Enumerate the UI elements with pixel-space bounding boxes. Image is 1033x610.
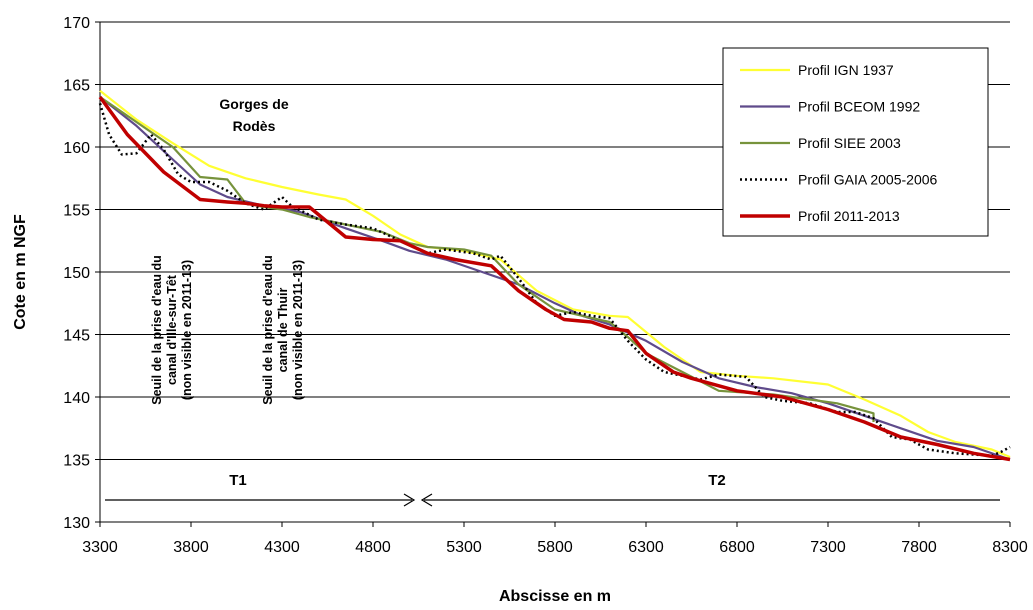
annotation-gorges-line-1: Gorges de [219,96,288,112]
x-tick-label: 5300 [446,539,482,556]
legend-label-4: Profil 2011-2013 [798,208,900,224]
x-tick-label: 5800 [537,539,573,556]
t2-arrow-head [420,493,433,507]
y-tick-label: 145 [63,328,90,345]
annotation-seuil-thuir-line-2: canal de Thuir [276,287,290,372]
legend-label-1: Profil BCEOM 1992 [798,99,920,115]
x-tick-label: 7300 [810,539,846,556]
annotation-seuil-thuir-line-3: (non visible en 2011-13) [291,260,305,400]
legend-label-0: Profil IGN 1937 [798,62,894,78]
series [98,89,1011,462]
x-tick-label: 3800 [173,539,209,556]
annotation-seuil-thuir-line-1: Seuil de la prise d'eau du [261,255,275,405]
label-t1: T1 [229,472,247,489]
x-tick-label: 8300 [992,539,1028,556]
annotation-gorges-line-2: Rodès [233,118,276,134]
ticks: 130 135 140 145 150 155 160 165 170 3300 3800 4300 4… [63,15,1028,556]
t1-arrow-head [403,493,416,507]
y-tick-label: 135 [63,453,90,470]
y-tick-label: 140 [63,390,90,407]
label-t2: T2 [708,472,726,489]
y-tick-label: 155 [63,203,90,220]
y-tick-label: 160 [63,140,90,157]
annotation-seuil-ille-line-2: canal d'Ille-sur-Têt [165,274,179,385]
x-tick-label: 7800 [901,539,937,556]
series-line-4 [98,95,1011,462]
series-line-0 [99,89,1011,459]
y-tick-label: 150 [63,265,90,282]
y-tick-label: 170 [63,15,90,32]
legend: Profil IGN 1937 Profil BCEOM 1992 Profil S… [722,47,989,237]
y-axis-title: Cote en m NGF [12,214,29,330]
x-tick-label: 4800 [355,539,391,556]
x-tick-label: 6800 [719,539,755,556]
x-tick-label: 4300 [264,539,300,556]
annotation-seuil-ille-line-1: Seuil de la prise d'eau du [150,255,164,405]
y-tick-label: 130 [63,515,90,532]
series-line-3 [98,102,1011,457]
x-tick-label: 3300 [82,539,118,556]
x-axis-title: Abscisse en m [499,588,611,605]
y-tick-label: 165 [63,78,90,95]
grid [100,21,1010,460]
legend-label-3: Profil GAIA 2005-2006 [798,172,938,188]
annotation-seuil-ille-line-3: (non visible en 2011-13) [180,260,194,400]
x-tick-label: 6300 [628,539,664,556]
legend-label-2: Profil SIEE 2003 [798,135,901,151]
annotations: Gorges de Rodès Seuil de la prise d'eau du… [105,96,1000,507]
